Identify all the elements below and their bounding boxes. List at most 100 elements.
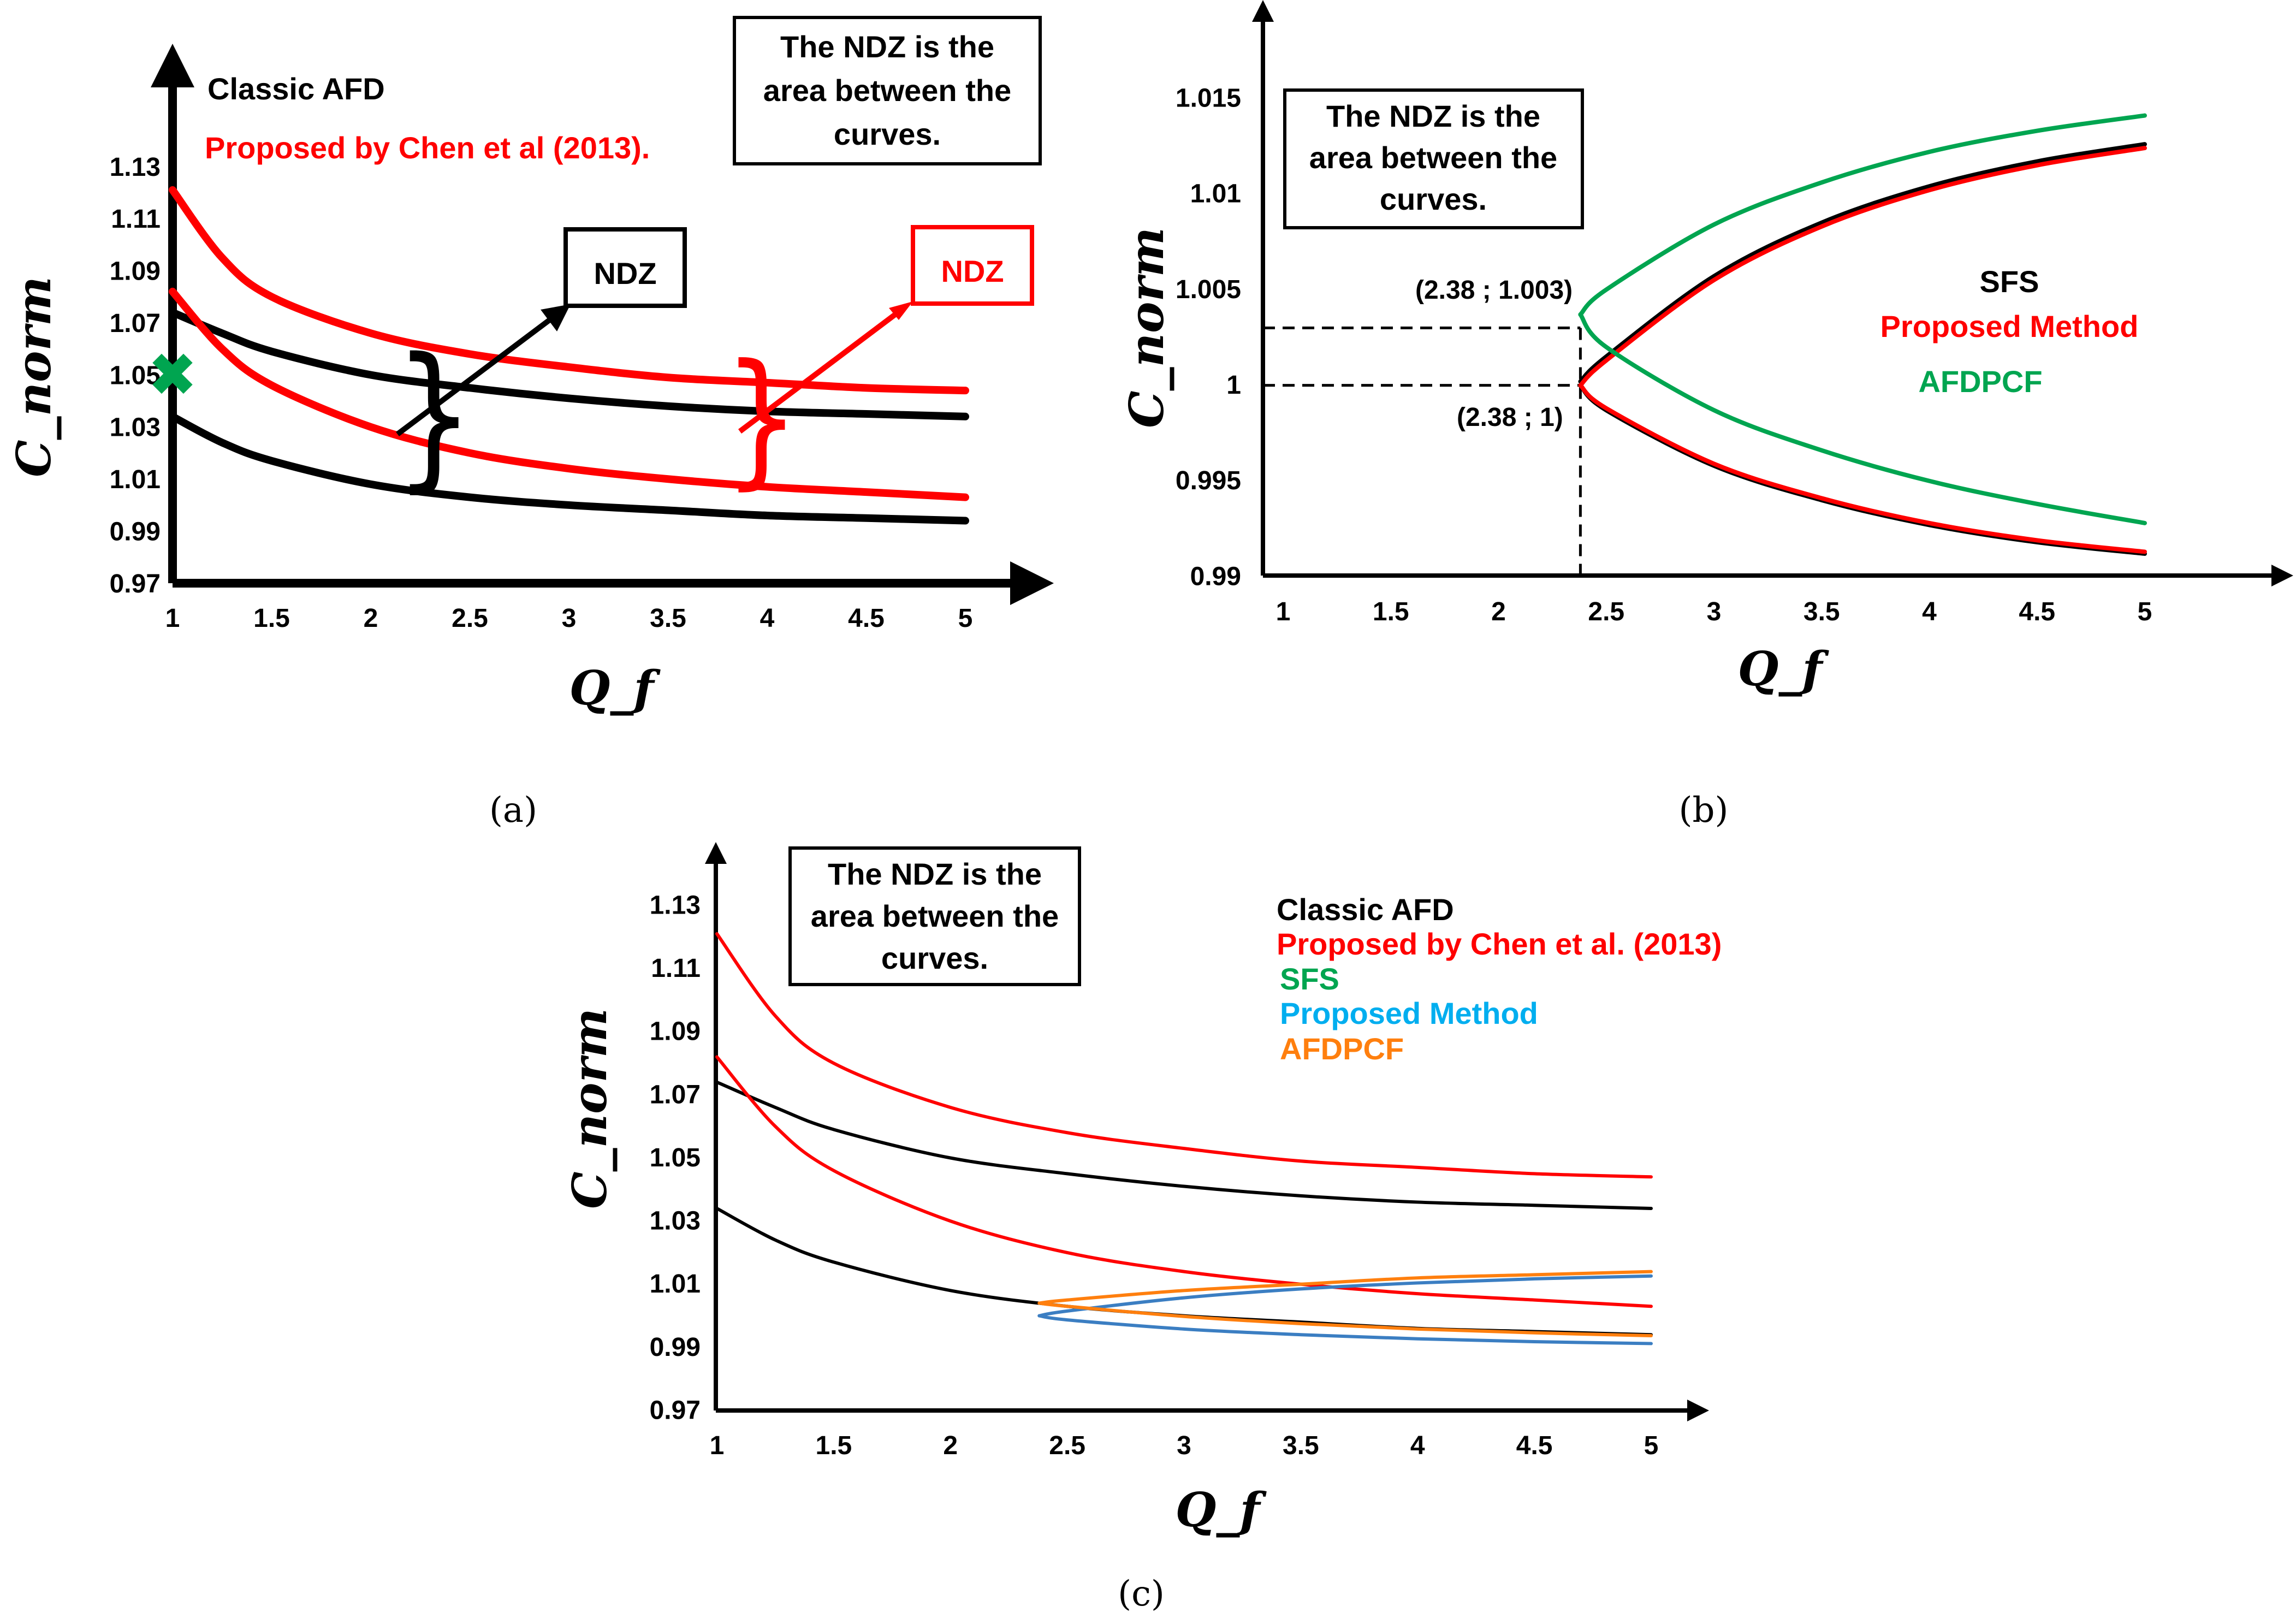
panel-a-caption: (a) — [489, 790, 537, 831]
panel-b-annotation-lower: (2.38 ; 1) — [1457, 403, 1563, 432]
panel-a-ndz-label-red: NDZ — [941, 254, 1004, 288]
panel-c-y-tick: 1.13 — [650, 891, 701, 920]
panel-b-legend-afdpcf: AFDPCF — [1918, 364, 2042, 399]
panel-b-x-tick: 4 — [1922, 597, 1937, 626]
panel-a-ndz-arrow-red — [738, 308, 903, 434]
panel-c-y-tick: 1.03 — [650, 1207, 701, 1236]
panel-b-series-sfs-lower — [1578, 383, 2147, 556]
panel-b-x-label: Q_f — [1738, 642, 1830, 697]
panel-a-x-tick: 4 — [760, 604, 775, 633]
panel-a-ndz-arrowhead-red — [889, 301, 913, 320]
panel-c-series-proposed-upper — [1037, 1274, 1653, 1318]
panel-c-legend-classic: Classic AFD — [1277, 892, 1454, 927]
panel-c-x-tick: 4 — [1410, 1431, 1425, 1460]
panel-c-x-tick: 2 — [943, 1431, 958, 1460]
panel-b: 0.99 0.995 1 1.005 1.01 1.015 1 1.5 2 2.5 3 3.5 4 4.… — [1119, 0, 2293, 697]
panel-c-legend-sfs: SFS — [1280, 962, 1339, 996]
panel-b-x-tick: 1.5 — [1373, 597, 1409, 626]
panel-c-y-tick: 0.97 — [650, 1396, 701, 1425]
panel-a-note-line-1: The NDZ is the — [780, 29, 994, 64]
panel-c-note-line-1: The NDZ is the — [828, 857, 1042, 891]
panel-a-ndz-box-black — [563, 227, 687, 308]
panel-b-series-sfs-upper — [1578, 142, 2147, 384]
panel-a-y-tick: 0.99 — [110, 517, 161, 546]
panel-a-ndz-arrow-black — [395, 304, 571, 436]
panel-b-series-afdpcf-upper — [1578, 113, 2147, 317]
panel-a-x-tick: 3.5 — [650, 604, 686, 633]
panel-c-series-proposed-lower — [1037, 1314, 1653, 1346]
panel-a-x-tick: 1 — [165, 604, 180, 633]
panel-a-y-tick: 1.11 — [111, 205, 161, 234]
panel-a-x-tick: 2.5 — [452, 604, 488, 633]
panel-c-legend-afdpcf: AFDPCF — [1280, 1032, 1404, 1066]
panel-b-legend-sfs: SFS — [1980, 264, 2039, 299]
panel-b-x-tick: 3.5 — [1803, 597, 1840, 626]
panel-a-y-tick: 1.05 — [110, 361, 161, 390]
panel-b-y-tick: 1.015 — [1176, 84, 1241, 112]
panel-b-y-tick: 0.99 — [1190, 562, 1241, 591]
panel-c-x-tick: 4.5 — [1516, 1431, 1553, 1460]
panel-a-legend-chen: Proposed by Chen et al (2013). — [205, 131, 650, 165]
panel-a-x-tick: 1.5 — [253, 604, 290, 633]
panel-c: 0.97 0.99 1.01 1.03 1.05 1.07 1.09 1.11 1.13 1 1.… — [562, 842, 1722, 1538]
panel-b-x-tick: 2.5 — [1588, 597, 1624, 626]
panel-b-series-afdpcf-lower — [1578, 312, 2147, 525]
panel-b-x-tick: 3 — [1707, 597, 1722, 626]
panel-c-series-chen-upper — [715, 932, 1653, 1179]
panel-a-series-chen-lower — [169, 287, 969, 501]
panel-b-y-tick: 1 — [1226, 371, 1241, 400]
panel-c-note-line-3: curves. — [881, 941, 988, 975]
panel-c-y-tick: 0.99 — [650, 1333, 701, 1362]
panel-a-x-tick: 3 — [562, 604, 577, 633]
panel-a-ndz-box-red — [911, 225, 1034, 306]
panel-c-series-classic-afd-upper — [715, 1080, 1653, 1210]
panel-c-y-tick: 1.01 — [650, 1270, 701, 1299]
panel-a-note-line-2: area between the — [763, 73, 1011, 108]
panel-c-legend-chen: Proposed by Chen et al. (2013) — [1277, 927, 1722, 961]
panel-a-x-tick: 5 — [958, 604, 973, 633]
panel-c-x-tick: 5 — [1644, 1431, 1659, 1460]
panel-c-series-afdpcf-lower — [1037, 1301, 1653, 1337]
panel-c-y-tick: 1.05 — [650, 1143, 701, 1172]
panel-c-caption: (c) — [1118, 1574, 1165, 1614]
panel-b-x-tick: 4.5 — [2019, 597, 2055, 626]
panel-c-y-tick: 1.11 — [651, 954, 701, 983]
panel-c-x-label: Q_f — [1176, 1483, 1267, 1538]
panel-a-y-tick: 1.03 — [110, 413, 161, 442]
panel-c-note-line-2: area between the — [811, 899, 1059, 933]
panel-a-note-box — [733, 16, 1042, 165]
panel-b-x-tick: 5 — [2138, 597, 2152, 626]
panel-b-series-proposed-upper — [1578, 146, 2147, 388]
panel-c-legend-proposed: Proposed Method — [1280, 996, 1538, 1030]
panel-b-note-line-1: The NDZ is the — [1326, 99, 1540, 133]
panel-a-series-classic-afd-lower — [169, 412, 969, 525]
panel-b-y-tick: 0.995 — [1176, 466, 1241, 495]
panel-b-annotation-upper: (2.38 ; 1.003) — [1415, 276, 1573, 305]
panel-b-legend-proposed: Proposed Method — [1880, 309, 2139, 343]
panel-a-series-chen-upper — [169, 186, 969, 395]
panel-a-sfs-marker: ✖ — [147, 340, 198, 410]
panel-a-series-classic-afd-upper — [169, 309, 969, 420]
panel-b-note-line-2: area between the — [1309, 140, 1557, 175]
panel-a-brace-black: } — [394, 324, 474, 507]
panel-c-series-afdpcf-upper — [1037, 1270, 1653, 1305]
panel-c-x-tick: 3.5 — [1283, 1431, 1319, 1460]
panel-b-y-tick: 1.01 — [1190, 180, 1241, 209]
panel-a-x-tick: 2 — [364, 604, 378, 633]
panel-c-x-tick: 3 — [1177, 1431, 1191, 1460]
panel-c-x-tick: 1.5 — [816, 1431, 852, 1460]
panel-a-x-tick: 4.5 — [848, 604, 885, 633]
panel-a-legend-classic: Classic AFD — [207, 72, 385, 106]
panel-b-note-box — [1283, 88, 1584, 229]
panel-b-y-label: C_norm — [1119, 227, 1174, 428]
panel-a-note-line-3: curves. — [834, 117, 941, 151]
panel-b-x-tick: 2 — [1491, 597, 1506, 626]
panel-c-y-label: C_norm — [562, 1008, 618, 1209]
panel-c-series-chen-lower — [715, 1055, 1653, 1308]
panel-a-ndz-label-black: NDZ — [594, 256, 656, 291]
panel-a-x-label: Q_f — [569, 661, 661, 716]
panel-c-x-tick: 1 — [710, 1431, 725, 1460]
panel-c-y-tick: 1.09 — [650, 1017, 701, 1046]
panel-a-y-label: C_norm — [7, 276, 62, 477]
